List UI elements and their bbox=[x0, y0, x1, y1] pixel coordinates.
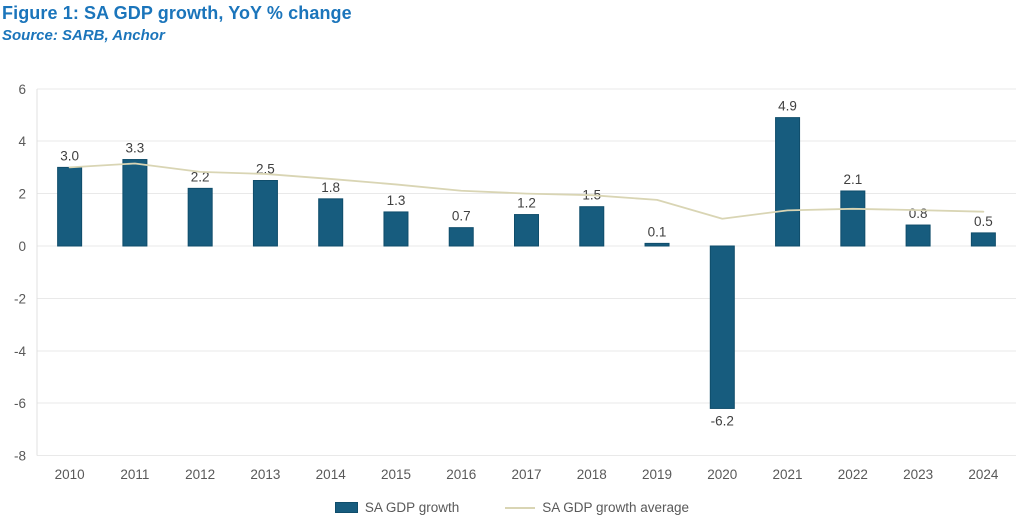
x-axis-tick-label-2024: 2024 bbox=[968, 467, 999, 482]
bar-2019 bbox=[644, 242, 670, 247]
bar-2015 bbox=[383, 211, 409, 247]
bar-value-label-2020: -6.2 bbox=[711, 413, 734, 428]
x-axis-tick-label-2012: 2012 bbox=[185, 467, 215, 482]
bar-2023 bbox=[905, 224, 931, 247]
bar-value-label-2012: 2.2 bbox=[191, 169, 210, 184]
y-axis-tick-label: 0 bbox=[18, 239, 26, 254]
y-axis-tick-label: 2 bbox=[18, 187, 26, 202]
y-axis-tick-label: 4 bbox=[18, 134, 26, 149]
bar-value-label-2016: 0.7 bbox=[452, 209, 471, 224]
x-axis-tick-label-2019: 2019 bbox=[642, 467, 672, 482]
x-axis-tick-label-2010: 2010 bbox=[55, 467, 85, 482]
figure-title: Figure 1: SA GDP growth, YoY % change bbox=[2, 3, 352, 23]
bar-value-label-2024: 0.5 bbox=[974, 214, 993, 229]
bar-2012 bbox=[187, 187, 213, 247]
legend-label: SA GDP growth bbox=[364, 500, 460, 515]
gdp-growth-chart: 6420-2-4-6-83.03.32.22.51.81.30.71.21.50… bbox=[14, 82, 1016, 482]
line-series-swatch bbox=[505, 506, 536, 509]
bar-value-label-2011: 3.3 bbox=[126, 141, 145, 156]
x-axis-tick-label-2015: 2015 bbox=[381, 467, 411, 482]
legend-item-sa-gdp-growth-average: SA GDP growth average bbox=[505, 500, 689, 515]
bar-2021 bbox=[775, 117, 801, 247]
y-axis-tick-label: -8 bbox=[14, 449, 26, 464]
bar-2016 bbox=[448, 227, 474, 247]
x-axis-tick-label-2011: 2011 bbox=[120, 467, 149, 482]
bar-2010 bbox=[57, 166, 83, 247]
y-axis-tick-label: -6 bbox=[14, 396, 26, 411]
x-axis-tick-label-2014: 2014 bbox=[316, 467, 347, 482]
x-axis-tick-label-2023: 2023 bbox=[903, 467, 933, 482]
x-axis-tick-label-2021: 2021 bbox=[773, 467, 803, 482]
bar-2024 bbox=[970, 232, 996, 247]
x-axis-tick-label-2017: 2017 bbox=[511, 467, 541, 482]
x-axis-tick-label-2013: 2013 bbox=[250, 467, 280, 482]
bar-2017 bbox=[514, 214, 539, 247]
bar-value-label-2023: 0.8 bbox=[909, 206, 928, 221]
bar-value-label-2015: 1.3 bbox=[387, 193, 406, 208]
figure-source: Source: SARB, Anchor bbox=[2, 27, 165, 44]
bar-value-label-2019: 0.1 bbox=[648, 224, 667, 239]
average-line bbox=[68, 162, 985, 220]
x-axis-tick-label-2022: 2022 bbox=[838, 467, 868, 482]
bar-value-label-2021: 4.9 bbox=[778, 99, 797, 114]
x-axis-tick-label-2016: 2016 bbox=[446, 467, 476, 482]
bar-value-label-2022: 2.1 bbox=[843, 172, 862, 187]
x-axis-tick-label-2020: 2020 bbox=[707, 467, 737, 482]
bar-2020 bbox=[709, 245, 735, 409]
y-axis-tick-label: -2 bbox=[14, 291, 26, 306]
chart-legend: SA GDP growth SA GDP growth average bbox=[0, 500, 1024, 515]
x-axis-tick-label-2018: 2018 bbox=[577, 467, 607, 482]
bar-value-label-2017: 1.2 bbox=[517, 196, 536, 211]
bar-value-label-2013: 2.5 bbox=[256, 162, 275, 177]
bar-series-swatch bbox=[334, 502, 358, 513]
legend-item-sa-gdp-growth: SA GDP growth bbox=[334, 500, 460, 515]
bar-2018 bbox=[579, 206, 605, 247]
bar-2022 bbox=[840, 190, 866, 247]
y-axis-tick-label: 6 bbox=[18, 82, 26, 97]
bar-2013 bbox=[252, 180, 278, 247]
bar-value-label-2010: 3.0 bbox=[60, 148, 79, 163]
bar-2014 bbox=[318, 198, 344, 247]
legend-label: SA GDP growth average bbox=[542, 500, 690, 515]
bar-2011 bbox=[122, 159, 148, 247]
y-axis-tick-label: -4 bbox=[14, 344, 26, 359]
bar-value-label-2014: 1.8 bbox=[321, 180, 340, 195]
